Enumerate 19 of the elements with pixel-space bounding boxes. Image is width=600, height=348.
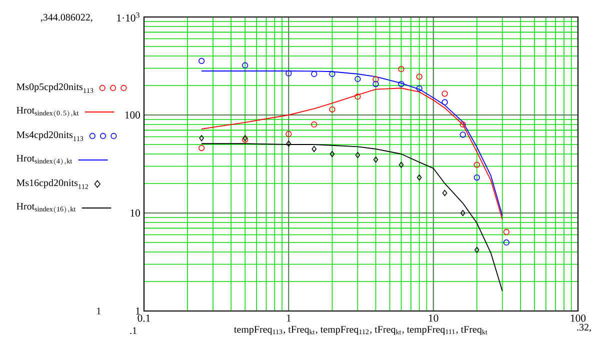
legend-label: $\mathrm{Ms0p5cpd20nits}_{\mathrm{113}}$ <box>16 83 94 93</box>
y-tick-label: 10 <box>130 209 140 217</box>
legend-label: $\mathrm{Hrot}_{\mathrm{sindex(0.5),kt}}$ <box>16 106 79 117</box>
text: tempFreq$_{113}$, tFreq$_{kt}$, tempFreq$_{112}$, tFreq$_{kt}$, tempFreq$_{111}$, tFreq$_{kt}$ <box>234 326 488 335</box>
x-tick-label: 1 <box>286 314 291 322</box>
y-tick-label: 1 <box>136 307 140 315</box>
x-tick-label: 0.1 <box>138 314 150 322</box>
y-tick-label: 1·10$^{3}$ <box>117 12 140 22</box>
text: ,344.086022, <box>40 14 92 22</box>
y-tick-label: 100 <box>125 111 140 119</box>
x-tick-label: 100 <box>570 314 586 322</box>
legend-label: $\mathrm{Ms4cpd20nits}_{\mathrm{113}}$ <box>16 131 84 141</box>
x-tick-label: 10 <box>428 314 438 322</box>
text: .1 <box>130 327 136 334</box>
text: 1 <box>97 308 101 314</box>
legend-label: $\mathrm{Hrot}_{\mathrm{sindex(16),kt}}$ <box>16 202 76 213</box>
legend-label: $\mathrm{Hrot}_{\mathrm{sindex(4),kt}}$ <box>16 154 72 165</box>
text: .32, <box>577 324 591 332</box>
legend-label: $\mathrm{Ms16cpd20nits}_{\mathrm{112}}$ <box>16 179 88 189</box>
